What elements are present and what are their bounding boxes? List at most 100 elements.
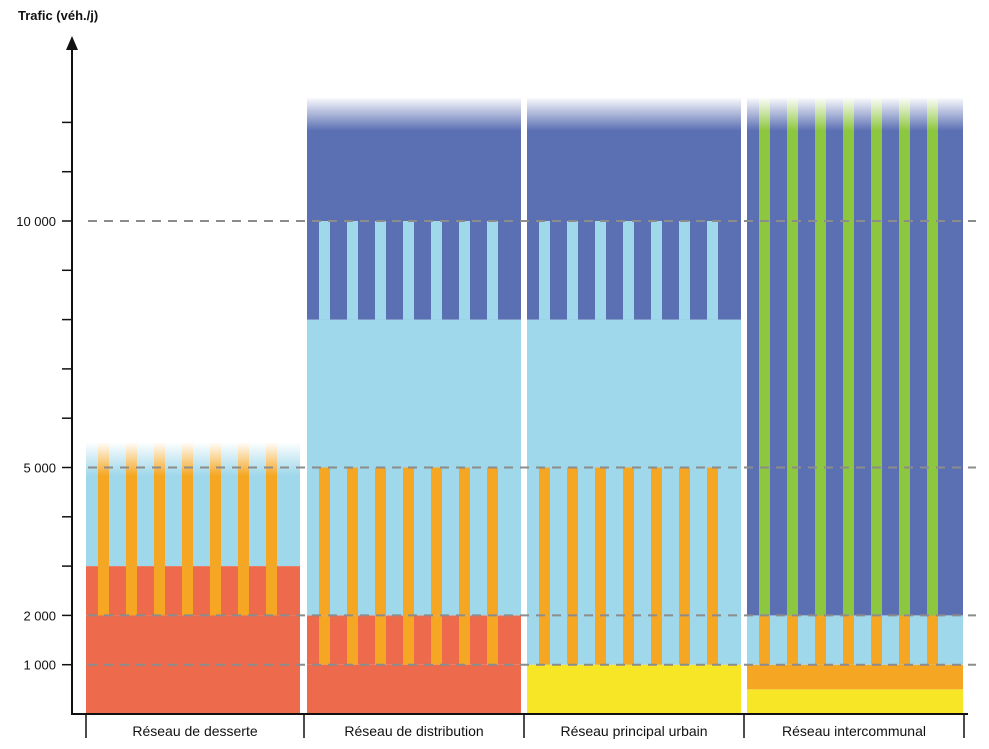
segment-stripe	[210, 566, 221, 616]
segment-stripe	[459, 467, 470, 616]
segment-stripe	[843, 615, 854, 665]
bar-3-segment-3	[527, 319, 741, 468]
bar-2-segment-2	[307, 615, 521, 665]
segment-stripe	[815, 615, 826, 665]
segment-stripe	[759, 615, 770, 665]
bar-4-segment-1	[747, 689, 963, 714]
segment-fill	[307, 319, 521, 468]
segment-stripe	[539, 467, 550, 665]
segment-stripe	[375, 467, 386, 616]
segment-stripe	[319, 615, 330, 665]
segment-stripe	[487, 221, 498, 320]
segment-stripe	[623, 221, 634, 320]
segment-stripe	[651, 221, 662, 320]
segment-stripe	[375, 221, 386, 320]
segment-stripe	[539, 221, 550, 320]
segment-stripe	[347, 221, 358, 320]
bar-2-segment-3	[307, 467, 521, 616]
segment-stripe	[238, 566, 249, 616]
bar-2	[306, 96, 522, 714]
segment-stripe	[871, 615, 882, 665]
segment-fade	[526, 96, 742, 131]
segment-fade	[85, 441, 301, 476]
bar-4-segment-2	[747, 664, 963, 690]
segment-stripe	[319, 467, 330, 616]
segment-fill	[527, 319, 741, 468]
segment-stripe	[651, 467, 662, 665]
segment-stripe	[787, 615, 798, 665]
segment-stripe	[210, 442, 221, 567]
segment-stripe	[403, 615, 414, 665]
segment-stripe	[266, 442, 277, 567]
category-label-2: Réseau de distribution	[344, 723, 483, 739]
segment-stripe	[623, 467, 634, 665]
segment-stripe	[154, 566, 165, 616]
segment-fill	[527, 664, 741, 714]
segment-stripe	[98, 566, 109, 616]
segment-stripe	[899, 615, 910, 665]
bar-1	[85, 441, 301, 714]
bar-4	[746, 96, 964, 714]
bar-4-segment-4	[746, 96, 964, 616]
segment-stripe	[871, 97, 882, 616]
segment-stripe	[595, 467, 606, 665]
segment-stripe	[431, 221, 442, 320]
bar-2-segment-6	[306, 96, 522, 221]
segment-stripe	[815, 97, 826, 616]
y-axis-arrow-icon	[66, 36, 78, 50]
y-axis-title: Trafic (véh./j)	[18, 8, 98, 23]
segment-stripe	[787, 97, 798, 616]
x-categories: Réseau de desserte Réseau de distribution…	[85, 714, 965, 739]
segment-stripe	[759, 97, 770, 616]
y-tick-label: 5 000	[23, 461, 56, 476]
bar-3-segment-5	[526, 96, 742, 221]
segment-fade	[746, 96, 964, 131]
segment-stripe	[927, 615, 938, 665]
segment-stripe	[487, 467, 498, 616]
segment-stripe	[567, 221, 578, 320]
bar-3	[526, 96, 742, 714]
segment-stripe	[266, 566, 277, 616]
segment-fill	[307, 664, 521, 714]
segment-stripe	[567, 467, 578, 665]
segment-fill	[747, 664, 963, 690]
reference-lines	[88, 220, 976, 666]
bar-3-segment-4	[527, 221, 741, 320]
segment-stripe	[899, 97, 910, 616]
bar-3-segment-2	[527, 467, 741, 665]
bar-1-segment-3	[85, 441, 301, 567]
category-label-4: Réseau intercommunal	[782, 723, 926, 739]
segment-stripe	[403, 467, 414, 616]
segment-stripe	[679, 221, 690, 320]
segment-stripe	[182, 442, 193, 567]
segment-stripe	[403, 221, 414, 320]
segment-stripe	[843, 97, 854, 616]
category-label-1: Réseau de desserte	[132, 723, 258, 739]
segment-stripe	[375, 615, 386, 665]
bar-2-segment-5	[307, 221, 521, 320]
bar-1-segment-2	[86, 566, 300, 616]
bars-layer	[85, 96, 964, 714]
segment-stripe	[927, 97, 938, 616]
segment-stripe	[459, 221, 470, 320]
segment-stripe	[319, 221, 330, 320]
segment-stripe	[238, 442, 249, 567]
segment-stripe	[347, 467, 358, 616]
y-tick-label: 2 000	[23, 608, 56, 623]
y-tick-label: 10 000	[16, 214, 56, 229]
segment-stripe	[431, 467, 442, 616]
segment-stripe	[182, 566, 193, 616]
bar-2-segment-4	[307, 319, 521, 468]
segment-stripe	[679, 467, 690, 665]
bar-4-segment-3	[747, 615, 963, 665]
segment-stripe	[431, 615, 442, 665]
category-label-3: Réseau principal urbain	[560, 723, 707, 739]
segment-stripe	[595, 221, 606, 320]
segment-stripe	[707, 221, 718, 320]
bar-2-segment-1	[307, 664, 521, 714]
segment-stripe	[707, 467, 718, 665]
bar-3-segment-1	[527, 664, 741, 714]
segment-stripe	[98, 442, 109, 567]
y-tick-label: 1 000	[23, 658, 56, 673]
